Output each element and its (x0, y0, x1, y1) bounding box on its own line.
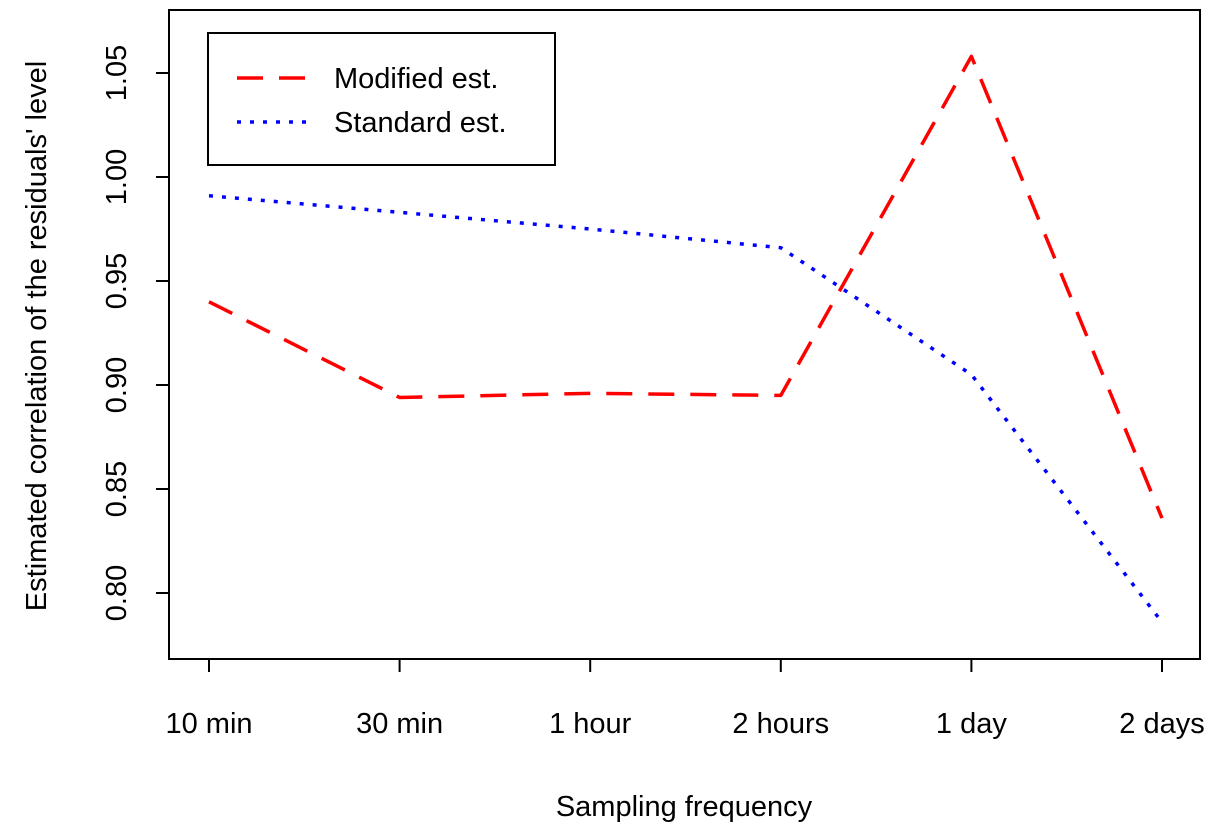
x-axis-label: Sampling frequency (556, 791, 813, 823)
x-tick-label: 1 day (936, 708, 1007, 740)
legend-entry-label: Modified est. (334, 63, 498, 95)
y-tick-label: 1.00 (101, 149, 133, 205)
series-line-standard (208, 193, 1164, 624)
series-line-modified (208, 54, 1164, 519)
y-tick-label: 1.05 (101, 45, 133, 101)
legend-entry-label: Standard est. (334, 107, 507, 139)
y-tick-label: 0.90 (101, 357, 133, 413)
x-tick-label: 10 min (165, 708, 252, 740)
x-axis: 10 min 30 min 1 hour 2 hours 1 day 2 days (165, 658, 1205, 740)
series-layer (208, 54, 1164, 624)
y-tick-label: 0.95 (101, 253, 133, 309)
x-tick-label: 30 min (356, 708, 443, 740)
y-axis: 0.80 0.85 0.90 0.95 1.00 1.05 (101, 45, 170, 621)
y-tick-label: 0.80 (101, 565, 133, 621)
y-tick-label: 0.85 (101, 461, 133, 517)
x-tick-label: 2 hours (732, 708, 829, 740)
x-tick-label: 1 hour (549, 708, 632, 740)
legend: Modified est. Standard est. (207, 32, 556, 166)
y-axis-label: Estimated correlation of the residuals' … (21, 61, 53, 611)
legend-box (207, 32, 556, 166)
x-tick-label: 2 days (1119, 708, 1204, 740)
